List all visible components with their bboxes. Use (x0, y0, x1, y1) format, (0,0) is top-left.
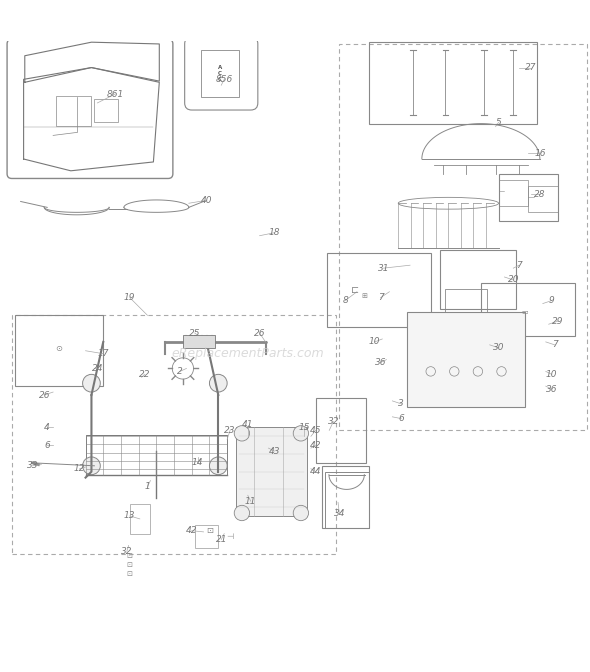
Text: 15: 15 (298, 423, 310, 432)
Text: 13: 13 (124, 511, 136, 520)
Bar (528, 185, 558, 212)
Text: 1: 1 (145, 482, 150, 491)
Text: ⊙: ⊙ (55, 345, 63, 353)
Text: ⊡: ⊡ (206, 526, 213, 535)
Circle shape (293, 425, 309, 441)
Text: 41: 41 (242, 420, 254, 429)
Text: A
C
C: A C C (218, 65, 222, 82)
Circle shape (83, 374, 100, 392)
Bar (369, 42, 537, 124)
Text: 42: 42 (186, 526, 198, 535)
Text: 6: 6 (44, 441, 50, 450)
Text: 25: 25 (189, 329, 201, 337)
Text: 30: 30 (493, 343, 504, 352)
Text: 40: 40 (201, 196, 212, 205)
Text: 4: 4 (44, 423, 50, 432)
Text: 36: 36 (375, 358, 386, 367)
Text: ⊣: ⊣ (227, 532, 234, 541)
Text: 7: 7 (552, 340, 558, 349)
Text: 7: 7 (516, 261, 522, 269)
Text: 3: 3 (398, 399, 404, 409)
Text: 5: 5 (496, 118, 502, 127)
Bar (481, 283, 575, 336)
Text: 26: 26 (254, 329, 266, 337)
Text: 26: 26 (38, 390, 50, 399)
Text: 32: 32 (327, 417, 339, 426)
Text: 7: 7 (378, 293, 384, 302)
Bar (130, 504, 150, 534)
Text: 33: 33 (27, 461, 38, 470)
Text: 28: 28 (534, 190, 546, 199)
Bar (407, 312, 525, 407)
Bar (183, 335, 215, 348)
Circle shape (234, 425, 250, 441)
Text: 42: 42 (310, 441, 322, 450)
Text: 18: 18 (268, 228, 280, 237)
Bar (94, 99, 118, 122)
Text: 32: 32 (121, 547, 133, 556)
Text: 861: 861 (106, 89, 124, 99)
Bar (15, 315, 103, 386)
Text: ⊡: ⊡ (127, 571, 133, 577)
Bar (499, 174, 558, 221)
Bar (445, 289, 487, 312)
Text: 9: 9 (549, 296, 555, 305)
Circle shape (234, 505, 250, 521)
Bar (324, 472, 369, 528)
Text: 24: 24 (91, 364, 103, 373)
Text: 19: 19 (124, 293, 136, 302)
Text: ⊞: ⊞ (361, 293, 367, 299)
Bar (327, 253, 431, 327)
Text: 31: 31 (378, 263, 389, 273)
Text: 22: 22 (139, 370, 150, 379)
Text: ⊡: ⊡ (127, 553, 133, 559)
Bar (201, 50, 239, 97)
Text: 29: 29 (552, 317, 563, 326)
Circle shape (209, 374, 227, 392)
Text: ⊏: ⊏ (351, 285, 359, 295)
Bar (322, 466, 369, 528)
Bar (339, 44, 587, 430)
Text: 16: 16 (534, 149, 546, 158)
Text: 44: 44 (310, 467, 322, 476)
Bar (12, 315, 336, 554)
Text: 34: 34 (333, 509, 345, 517)
Text: 10: 10 (546, 370, 558, 379)
Text: 14: 14 (192, 458, 204, 467)
Bar (195, 525, 218, 548)
Text: 20: 20 (507, 276, 519, 284)
Text: 17: 17 (97, 349, 109, 358)
Circle shape (83, 457, 100, 474)
Text: 856: 856 (215, 75, 233, 84)
Text: 11: 11 (245, 497, 257, 506)
Bar (236, 427, 307, 516)
Text: 12: 12 (74, 464, 86, 473)
Bar (86, 435, 227, 474)
Text: 36: 36 (546, 384, 558, 394)
Text: ▭: ▭ (522, 308, 529, 314)
Bar (499, 179, 528, 206)
Text: 2: 2 (177, 367, 183, 376)
Text: 10: 10 (369, 337, 381, 346)
Text: 8: 8 (342, 296, 348, 305)
Bar (440, 251, 516, 309)
Bar (316, 398, 366, 463)
Text: 45: 45 (310, 426, 322, 435)
Circle shape (293, 505, 309, 521)
Text: 21: 21 (215, 535, 227, 544)
Text: eReplacementParts.com: eReplacementParts.com (172, 347, 324, 360)
Text: 6: 6 (398, 414, 404, 423)
Text: 27: 27 (525, 63, 537, 72)
Text: ⊡: ⊡ (127, 562, 133, 568)
Text: 23: 23 (224, 426, 236, 435)
Circle shape (209, 457, 227, 474)
Bar (56, 97, 91, 126)
Text: 43: 43 (268, 447, 280, 456)
